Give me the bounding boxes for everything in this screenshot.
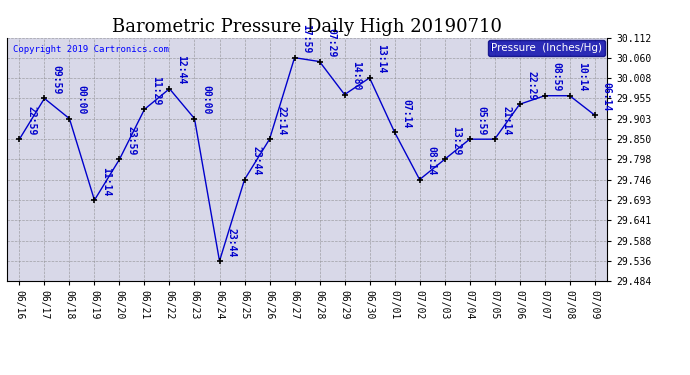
Text: 07:29: 07:29 <box>326 28 337 57</box>
Text: 22:59: 22:59 <box>26 106 37 135</box>
Text: 22:29: 22:29 <box>526 71 537 100</box>
Text: 22:14: 22:14 <box>277 106 286 135</box>
Text: 10:14: 10:14 <box>577 62 586 92</box>
Text: 08:59: 08:59 <box>551 62 562 92</box>
Text: 00:00: 00:00 <box>201 85 211 114</box>
Text: 23:44: 23:44 <box>226 228 237 257</box>
Text: 13:14: 13:14 <box>377 44 386 74</box>
Text: 23:44: 23:44 <box>251 146 262 176</box>
Text: 13:29: 13:29 <box>451 126 462 155</box>
Text: 12:44: 12:44 <box>177 55 186 85</box>
Text: 11:14: 11:14 <box>101 166 111 196</box>
Text: 07:14: 07:14 <box>402 99 411 128</box>
Text: 05:59: 05:59 <box>477 106 486 135</box>
Text: 17:59: 17:59 <box>302 24 311 54</box>
Legend: Pressure  (Inches/Hg): Pressure (Inches/Hg) <box>488 40 605 56</box>
Text: 00:00: 00:00 <box>77 85 86 114</box>
Text: 14:80: 14:80 <box>351 61 362 90</box>
Text: 23:59: 23:59 <box>126 126 137 155</box>
Text: 21:14: 21:14 <box>502 106 511 135</box>
Title: Barometric Pressure Daily High 20190710: Barometric Pressure Daily High 20190710 <box>112 18 502 36</box>
Text: 09:59: 09:59 <box>51 65 61 94</box>
Text: 08:14: 08:14 <box>426 146 437 176</box>
Text: 06:14: 06:14 <box>602 82 611 111</box>
Text: 11:29: 11:29 <box>151 76 161 105</box>
Text: Copyright 2019 Cartronics.com: Copyright 2019 Cartronics.com <box>13 45 169 54</box>
